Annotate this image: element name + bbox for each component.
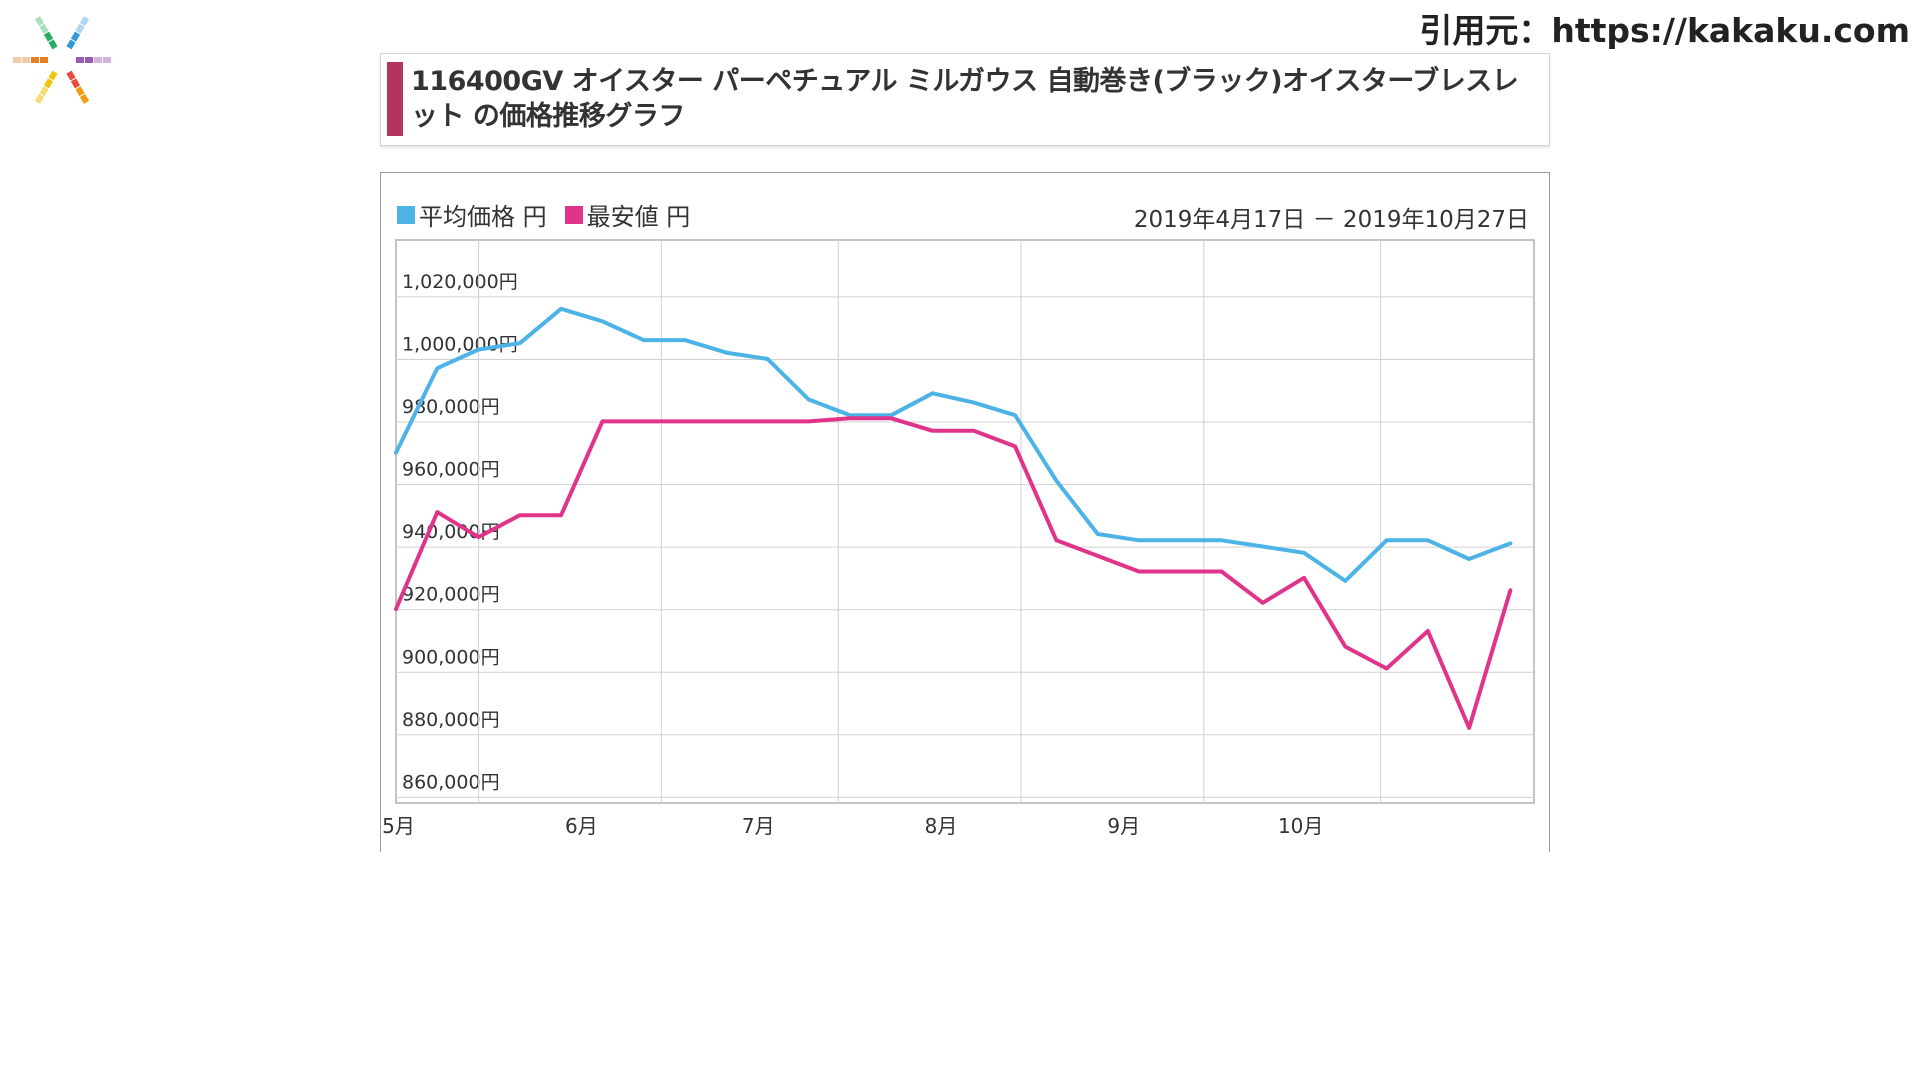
x-tick-label: 7月 (742, 814, 775, 838)
date-range: 2019年4月17日 － 2019年10月27日 (1133, 207, 1529, 233)
y-tick-label: 920,000円 (402, 584, 500, 606)
x-tick-label: 9月 (1107, 814, 1140, 838)
x-tick-label: 8月 (925, 814, 958, 838)
x-tick-label: 5月 (382, 814, 415, 838)
title-box: 116400GV オイスター パーペチュアル ミルガウス 自動巻き(ブラック)オ… (380, 53, 1550, 146)
y-tick-label: 980,000円 (402, 396, 500, 418)
colorful-asterisk-logo (13, 16, 111, 104)
y-tick-label: 880,000円 (402, 709, 500, 731)
series-line-min (394, 416, 1513, 730)
x-tick-label: 10月 (1278, 814, 1323, 838)
y-tick-label: 1,020,000円 (402, 271, 518, 293)
series-line-average (394, 306, 1513, 583)
source-credit: 引用元：https://kakaku.com (1419, 11, 1910, 50)
chart-legend: 平均価格 円 最安値 円 (397, 197, 708, 232)
chart-title: 116400GV オイスター パーペチュアル ミルガウス 自動巻き(ブラック)オ… (411, 66, 1519, 132)
legend-item-min: 最安値 円 (564, 197, 691, 232)
plot-area (395, 239, 1535, 804)
legend-label-average: 平均価格 円 (419, 203, 547, 231)
y-tick-label: 860,000円 (402, 771, 500, 793)
legend-item-average: 平均価格 円 (397, 197, 547, 232)
x-tick-label: 6月 (565, 814, 598, 838)
y-tick-label: 960,000円 (402, 459, 500, 481)
line-chart: 1,020,000円1,000,000円980,000円960,000円940,… (382, 239, 1535, 838)
legend-swatch-average (397, 205, 415, 224)
y-tick-label: 1,000,000円 (402, 333, 518, 355)
legend-label-min: 最安値 円 (586, 203, 691, 231)
y-tick-label: 900,000円 (402, 646, 500, 668)
title-accent-bar (387, 62, 403, 136)
legend-swatch-min (564, 205, 583, 224)
chart-panel: 平均価格 円 最安値 円 2019年4月17日 － 2019年10月27日 1,… (380, 172, 1550, 852)
